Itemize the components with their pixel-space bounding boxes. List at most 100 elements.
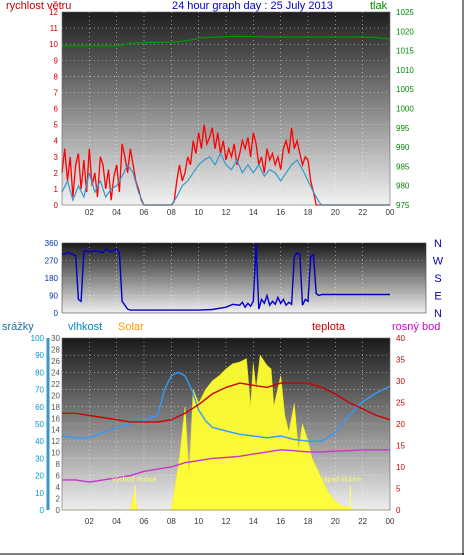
- sunrise-annotation: východ slunce: [112, 477, 156, 484]
- humidity-series-line: [61, 371, 391, 442]
- temperature-tick-label: 35: [396, 356, 405, 365]
- climate-x-tick-label: 18: [304, 517, 313, 526]
- wind-x-tick-label: 00: [386, 208, 395, 217]
- climate-x-tick-label: 12: [222, 517, 231, 526]
- pressure-tick-label: 990: [396, 143, 410, 152]
- direction-tick-label: 90: [49, 292, 58, 301]
- temperature-series-line: [62, 382, 391, 423]
- humidity-tick-label: 80: [35, 368, 44, 377]
- direction-compass-label: W: [433, 256, 444, 268]
- wind-direction-series-line: [61, 242, 390, 311]
- climate-x-tick-label: 00: [386, 517, 395, 526]
- humidity-tick-label: 40: [35, 437, 44, 446]
- wind-speed-tick-label: 12: [49, 8, 58, 17]
- pressure-tick-label: 1010: [396, 66, 414, 75]
- rain-tick-label: 22: [51, 380, 60, 389]
- wind-speed-tick-label: 7: [54, 88, 59, 97]
- wind-speed-tick-label: 8: [54, 72, 59, 81]
- wind-gust-series-line: [61, 124, 390, 206]
- humidity-tick-label: 20: [35, 472, 44, 481]
- rain-tick-label: 4: [56, 483, 61, 492]
- climate-x-tick-label: 04: [112, 517, 121, 526]
- solar-axis-title: Solar: [118, 321, 144, 333]
- pressure-tick-label: 985: [396, 162, 410, 171]
- humidity-tick-label: 0: [40, 506, 45, 515]
- wind-plot-frame: [61, 11, 391, 206]
- humidity-tick-label: 60: [35, 403, 44, 412]
- wind-x-tick-label: 16: [276, 208, 285, 217]
- climate-x-tick-label: 22: [358, 517, 367, 526]
- wind-speed-tick-label: 0: [54, 201, 59, 210]
- temperature-tick-label: 0: [396, 506, 401, 515]
- wind-speed-tick-label: 3: [54, 153, 59, 162]
- rain-tick-label: 8: [56, 460, 61, 469]
- climate-x-tick-label: 02: [85, 517, 94, 526]
- humidity-tick-label: 70: [35, 386, 44, 395]
- wind-x-tick-label: 08: [167, 208, 176, 217]
- rain-tick-label: 24: [51, 368, 60, 377]
- temperature-tick-label: 30: [396, 377, 405, 386]
- wind-speed-axis-title: rychlost větru: [6, 0, 71, 12]
- wind-x-tick-label: 14: [249, 208, 258, 217]
- rain-tick-label: 16: [51, 414, 60, 423]
- dew-point-series-line: [62, 449, 390, 483]
- rain-tick-label: 28: [51, 345, 60, 354]
- wind-x-tick-label: 06: [140, 208, 149, 217]
- temperature-tick-label: 20: [396, 420, 405, 429]
- wind-x-tick-label: 10: [194, 208, 203, 217]
- rain-axis-title: srážky: [2, 321, 34, 333]
- climate-x-tick-label: 10: [194, 517, 203, 526]
- sunset-annotation: západ slunce: [320, 477, 361, 484]
- rain-tick-label: 20: [51, 391, 60, 400]
- pressure-tick-label: 975: [396, 201, 410, 210]
- direction-compass-label: E: [434, 291, 441, 303]
- temperature-axis-title: teplota: [312, 321, 346, 333]
- chart-title: 24 hour graph day : 25 July 2013: [172, 0, 333, 12]
- rain-tick-label: 0: [56, 506, 61, 515]
- direction-tick-label: 180: [45, 274, 59, 283]
- temperature-tick-label: 10: [396, 463, 405, 472]
- rain-tick-label: 12: [51, 437, 60, 446]
- humidity-axis-title: vlhkost: [68, 321, 102, 333]
- humidity-tick-label: 10: [35, 489, 44, 498]
- wind-speed-tick-label: 11: [50, 24, 59, 33]
- wind-x-tick-label: 04: [112, 208, 121, 217]
- direction-compass-label: N: [434, 238, 442, 250]
- wind-speed-tick-label: 5: [54, 121, 59, 130]
- solar-series-area: [62, 354, 390, 511]
- pressure-tick-label: 1000: [396, 105, 414, 114]
- dew-point-axis-title: rosný bod: [392, 321, 440, 333]
- direction-compass-label: S: [434, 273, 441, 285]
- pressure-tick-label: 1025: [396, 8, 414, 17]
- wind-speed-tick-label: 2: [54, 169, 59, 178]
- wind-speed-tick-label: 4: [54, 137, 59, 146]
- temperature-tick-label: 5: [396, 485, 401, 494]
- temperature-tick-label: 15: [396, 442, 405, 451]
- direction-tick-label: 0: [54, 309, 59, 318]
- climate-x-tick-label: 16: [276, 517, 285, 526]
- wind-x-tick-label: 18: [304, 208, 313, 217]
- wind-speed-tick-label: 9: [54, 56, 59, 65]
- climate-x-tick-label: 20: [331, 517, 340, 526]
- humidity-tick-label: 50: [35, 420, 44, 429]
- wind-x-tick-label: 12: [222, 208, 231, 217]
- pressure-axis-title: tlak: [370, 0, 388, 12]
- rain-tick-label: 26: [51, 357, 60, 366]
- rain-tick-label: 6: [56, 472, 61, 481]
- rain-tick-label: 2: [56, 495, 61, 504]
- pressure-tick-label: 1005: [396, 85, 414, 94]
- pressure-tick-label: 1020: [396, 27, 414, 36]
- climate-x-tick-label: 08: [167, 517, 176, 526]
- wind-x-tick-label: 20: [331, 208, 340, 217]
- rain-tick-label: 10: [51, 449, 60, 458]
- wind-x-tick-label: 02: [85, 208, 94, 217]
- climate-plot-frame: [61, 337, 391, 511]
- direction-compass-label: N: [434, 308, 442, 320]
- direction-plot-frame: [61, 242, 427, 314]
- rain-tick-label: 14: [51, 426, 60, 435]
- climate-x-tick-label: 06: [140, 517, 149, 526]
- rain-tick-label: 30: [51, 334, 60, 343]
- temperature-tick-label: 25: [396, 399, 405, 408]
